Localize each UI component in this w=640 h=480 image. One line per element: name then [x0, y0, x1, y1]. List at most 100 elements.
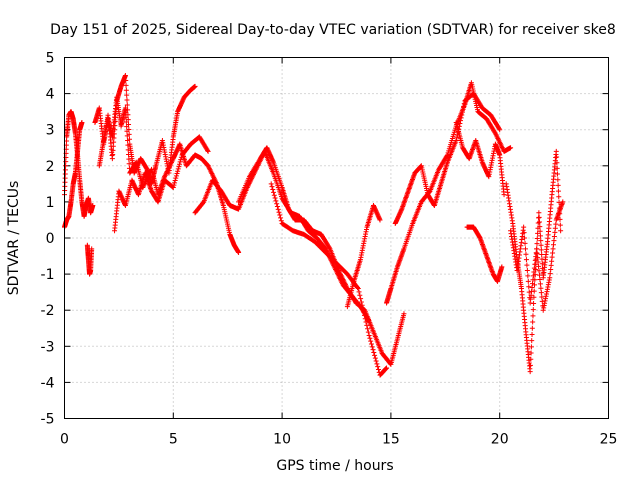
data-point	[176, 164, 182, 170]
data-point	[204, 147, 210, 153]
data-point	[539, 294, 545, 300]
data-point	[555, 182, 561, 188]
data-point	[125, 138, 131, 144]
data-point	[557, 216, 563, 222]
data-point	[192, 83, 198, 89]
y-tick-label: 3	[46, 123, 55, 139]
data-point	[538, 247, 544, 253]
data-point	[554, 165, 560, 171]
data-point	[525, 278, 531, 284]
data-point	[175, 168, 181, 174]
data-point	[177, 159, 183, 165]
data-point	[524, 262, 530, 268]
data-point	[174, 171, 180, 177]
data-point	[521, 230, 527, 236]
data-point	[124, 97, 130, 103]
data-point	[538, 290, 544, 296]
series-track-m	[392, 91, 503, 227]
data-point	[554, 160, 560, 166]
data-point	[274, 204, 280, 210]
data-point	[537, 233, 543, 239]
data-point	[205, 148, 211, 154]
data-point	[459, 112, 465, 118]
data-point	[122, 73, 128, 79]
data-point	[374, 361, 380, 367]
y-tick-label: 1	[46, 195, 55, 211]
y-axis-label: SDTVAR / TECUs	[6, 181, 22, 296]
y-tick-label: -2	[41, 303, 55, 319]
y-tick-label: -3	[41, 339, 55, 355]
data-point	[269, 184, 275, 190]
data-point	[278, 218, 284, 224]
data-point	[89, 246, 95, 252]
data-point	[363, 319, 369, 325]
series-track-p	[503, 148, 564, 375]
data-point	[555, 188, 561, 194]
data-point	[364, 322, 370, 328]
series-track-o	[464, 224, 505, 284]
data-point	[536, 214, 542, 220]
data-point	[522, 235, 528, 241]
data-point	[531, 300, 537, 306]
data-point	[508, 145, 514, 151]
data-point	[530, 313, 536, 319]
data-point	[126, 161, 132, 167]
data-point	[173, 175, 179, 181]
data-point	[355, 286, 361, 292]
data-point	[523, 246, 529, 252]
data-point	[527, 362, 533, 368]
data-point	[172, 180, 178, 186]
data-point	[461, 103, 467, 109]
data-point	[538, 242, 544, 248]
x-axis-label: GPS time / hours	[276, 458, 393, 474]
data-point	[401, 311, 407, 317]
data-point	[124, 124, 130, 130]
data-point	[271, 189, 277, 195]
x-tick-labels: 0 5 10 15 20 25	[60, 432, 617, 448]
data-point	[454, 135, 460, 141]
data-point	[531, 294, 537, 300]
x-tick-label: 20	[491, 432, 509, 448]
data-point	[523, 251, 529, 257]
data-point	[526, 289, 532, 295]
y-tick-label: -1	[41, 267, 55, 283]
data-point	[496, 126, 502, 132]
data-point	[273, 198, 279, 204]
x-tick-label: 15	[382, 432, 400, 448]
series-track-n	[453, 119, 507, 198]
data-point	[172, 177, 178, 183]
data-point	[536, 219, 542, 225]
series-track-a	[62, 109, 96, 219]
x-tick-label: 10	[273, 432, 291, 448]
data-point	[126, 156, 132, 162]
data-point	[539, 256, 545, 262]
data-point	[278, 215, 284, 221]
series-track-k	[344, 203, 383, 310]
data-point	[529, 331, 535, 337]
x-tick-label: 0	[60, 432, 69, 448]
data-point	[368, 341, 374, 347]
data-point	[534, 250, 540, 256]
data-point	[372, 355, 378, 361]
data-point	[178, 157, 184, 163]
data-point	[362, 316, 368, 322]
data-point	[554, 154, 560, 160]
data-point	[556, 199, 562, 205]
data-point	[370, 347, 376, 353]
data-point	[526, 284, 532, 290]
data-point	[270, 187, 276, 193]
data-point	[522, 240, 528, 246]
data-point	[558, 228, 564, 234]
series-track-q	[508, 199, 566, 313]
data-point	[359, 302, 365, 308]
data-point	[365, 326, 371, 332]
plot-frame	[64, 57, 609, 419]
data-point	[539, 252, 545, 258]
data-point	[79, 119, 85, 125]
data-point	[458, 118, 464, 124]
data-point	[275, 206, 281, 212]
x-tick-label: 25	[600, 432, 618, 448]
data-point	[124, 133, 130, 139]
data-point	[536, 215, 542, 221]
data-point	[361, 309, 367, 315]
